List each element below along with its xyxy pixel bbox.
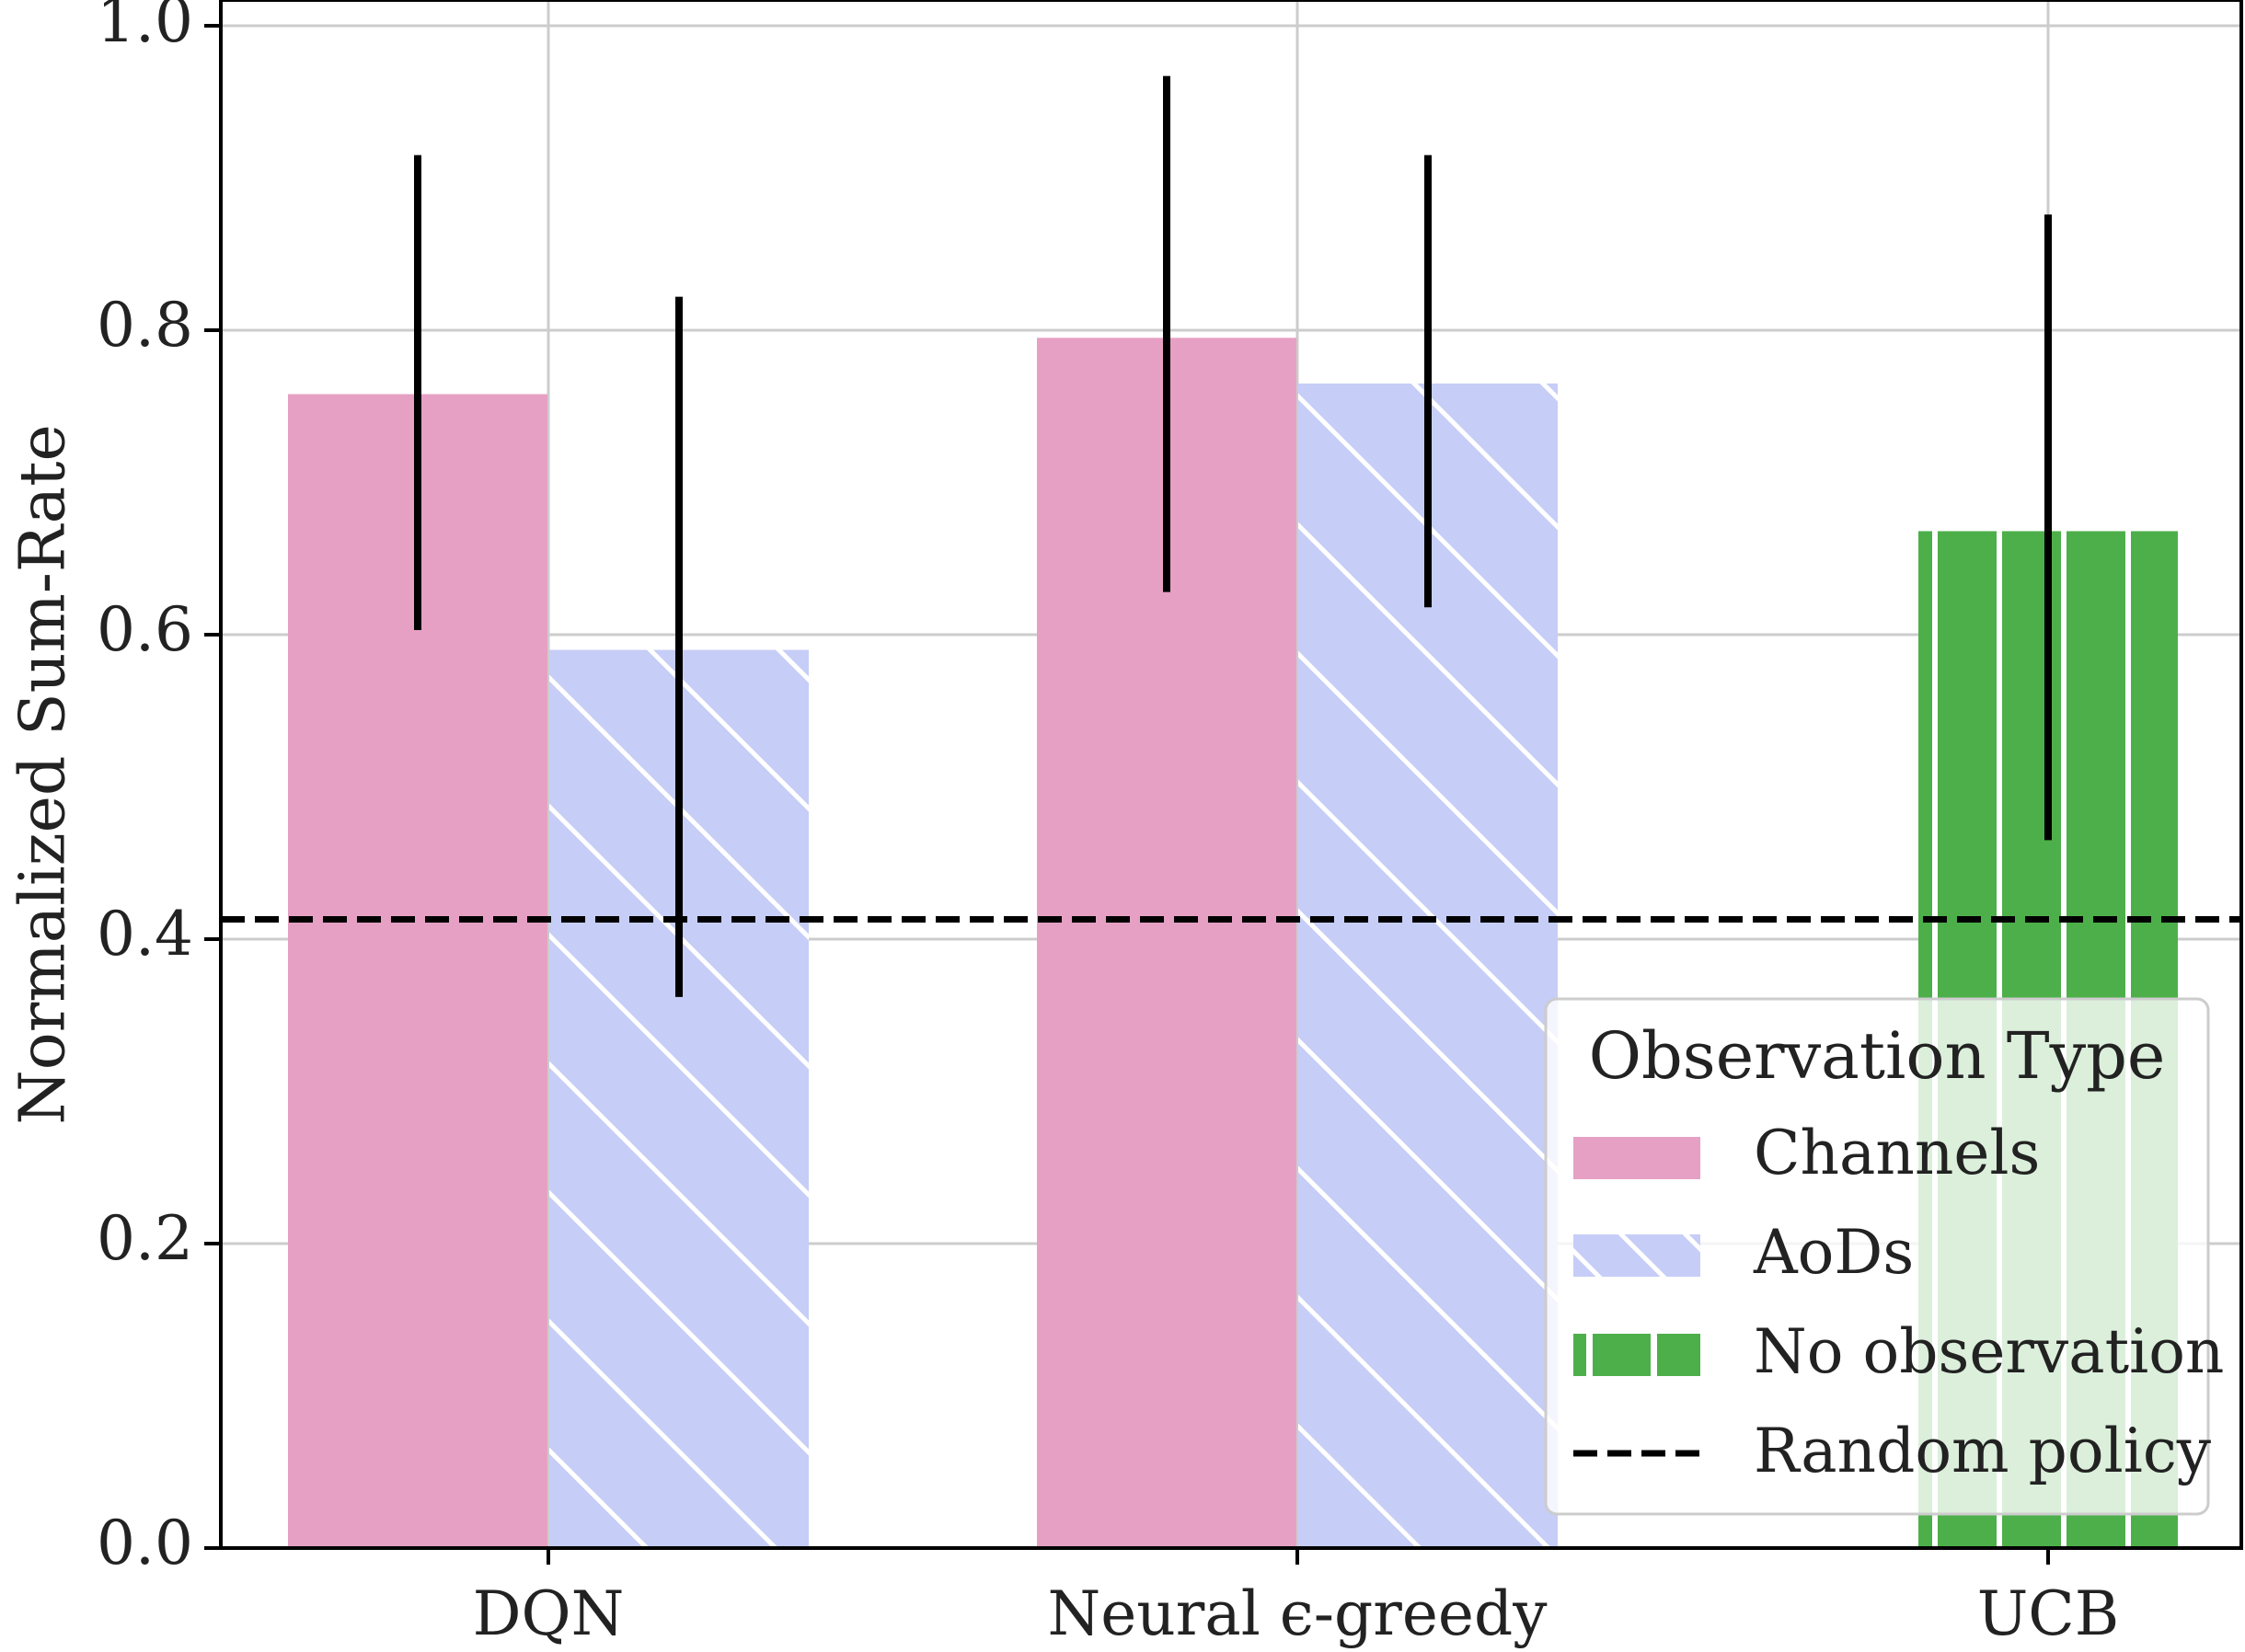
plot-frame xyxy=(219,0,2243,1550)
y-tick-label: 0.2 xyxy=(97,1203,193,1274)
legend: Observation Type Channels AoDs No observ… xyxy=(1544,997,2224,1516)
legend-swatch-channels xyxy=(1573,1137,1700,1179)
legend-title: Observation Type xyxy=(1589,1018,2166,1094)
legend-swatch-aods xyxy=(1573,1234,1700,1277)
y-tick-label: 0.0 xyxy=(97,1508,193,1578)
y-tick-label: 0.4 xyxy=(97,899,193,969)
error-bars xyxy=(414,75,2052,997)
x-tick-label: Neural ϵ-greedy xyxy=(1047,1578,1548,1649)
y-axis-label: Normalized Sum-Rate xyxy=(7,424,80,1124)
y-tick-label: 0.6 xyxy=(97,594,193,665)
x-tick-label: UCB xyxy=(1977,1578,2120,1649)
y-axis: 0.0 0.2 0.4 0.6 0.8 1.0 xyxy=(97,0,221,1578)
x-tick-label: DQN xyxy=(473,1578,625,1649)
legend-label-aods: AoDs xyxy=(1753,1217,1914,1288)
legend-label-no-observation: No observation xyxy=(1754,1316,2224,1387)
legend-label-channels: Channels xyxy=(1754,1118,2040,1188)
legend-box xyxy=(1544,997,2210,1516)
y-tick-label: 0.8 xyxy=(97,290,193,361)
legend-swatch-no-observation xyxy=(1573,1334,1700,1376)
legend-label-random-policy: Random policy xyxy=(1754,1416,2212,1486)
x-axis: DQN Neural ϵ-greedy UCB xyxy=(473,1548,2120,1649)
y-tick-label: 1.0 xyxy=(97,0,193,56)
